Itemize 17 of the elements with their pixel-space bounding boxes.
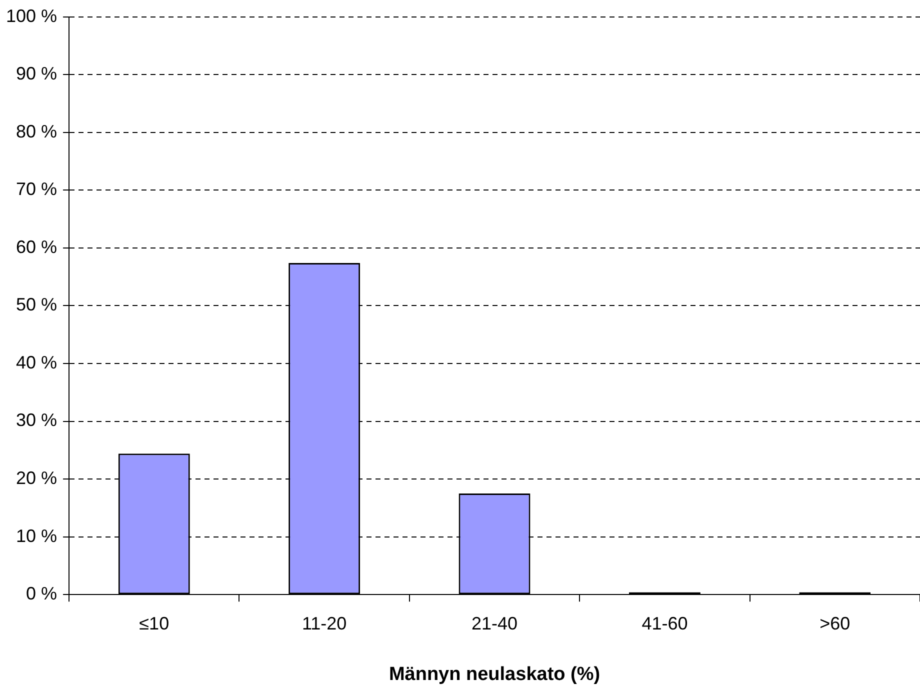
y-tick-label: 0 % <box>26 584 58 604</box>
x-tick-label: 11-20 <box>302 613 347 634</box>
y-tick-label: 80 % <box>16 121 58 142</box>
y-tick-label: 20 % <box>16 468 58 488</box>
x-tick-label: 21-40 <box>471 613 518 634</box>
x-tick-label: ≤10 <box>139 613 170 634</box>
y-tick-label: 10 % <box>16 526 58 546</box>
x-axis-title: Männyn neulaskato (%) <box>388 664 600 685</box>
y-tick-label: 40 % <box>16 352 58 372</box>
x-tick-label: 41-60 <box>642 613 688 634</box>
y-tick-label: 100 % <box>6 6 58 26</box>
y-tick-label: 60 % <box>16 236 58 257</box>
y-tick-label: 70 % <box>16 179 58 200</box>
y-tick-label: 30 % <box>16 410 58 430</box>
y-tick-label: 50 % <box>16 294 58 315</box>
y-tick-label: 90 % <box>16 64 58 84</box>
x-tick-label: >60 <box>820 613 850 634</box>
